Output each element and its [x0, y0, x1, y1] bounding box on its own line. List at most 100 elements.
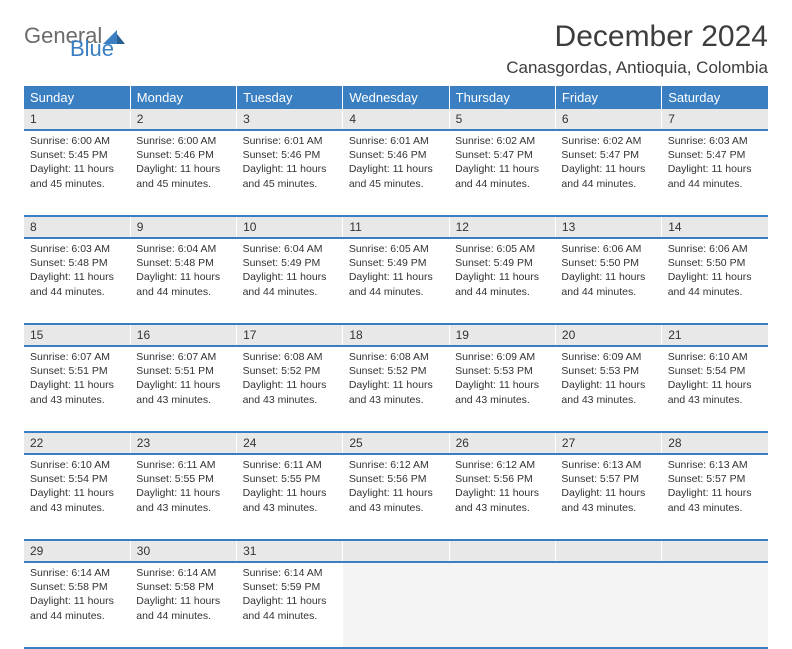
- weekday-header: Saturday: [662, 86, 768, 109]
- day-number-cell: 5: [449, 109, 555, 130]
- day-cell: Sunrise: 6:09 AMSunset: 5:53 PMDaylight:…: [449, 346, 555, 432]
- month-title: December 2024: [506, 20, 768, 54]
- day-cell: Sunrise: 6:11 AMSunset: 5:55 PMDaylight:…: [130, 454, 236, 540]
- day-number-cell: 25: [343, 432, 449, 454]
- day-cell: Sunrise: 6:05 AMSunset: 5:49 PMDaylight:…: [343, 238, 449, 324]
- day-detail: Sunrise: 6:01 AMSunset: 5:46 PMDaylight:…: [237, 131, 343, 197]
- day-number-cell: 27: [555, 432, 661, 454]
- day-detail: Sunrise: 6:07 AMSunset: 5:51 PMDaylight:…: [24, 347, 130, 413]
- day-cell: [662, 562, 768, 648]
- day-cell: Sunrise: 6:13 AMSunset: 5:57 PMDaylight:…: [662, 454, 768, 540]
- day-number-cell: 10: [237, 216, 343, 238]
- day-cell: Sunrise: 6:06 AMSunset: 5:50 PMDaylight:…: [555, 238, 661, 324]
- day-number-cell: 1: [24, 109, 130, 130]
- day-cell: Sunrise: 6:04 AMSunset: 5:48 PMDaylight:…: [130, 238, 236, 324]
- day-number-cell: 11: [343, 216, 449, 238]
- day-number-cell: 8: [24, 216, 130, 238]
- day-detail: Sunrise: 6:00 AMSunset: 5:45 PMDaylight:…: [24, 131, 130, 197]
- day-detail: Sunrise: 6:13 AMSunset: 5:57 PMDaylight:…: [662, 455, 768, 521]
- day-detail: Sunrise: 6:14 AMSunset: 5:58 PMDaylight:…: [130, 563, 236, 629]
- day-number-cell: 31: [237, 540, 343, 562]
- day-cell: Sunrise: 6:04 AMSunset: 5:49 PMDaylight:…: [237, 238, 343, 324]
- brand-logo: General Blue: [24, 26, 125, 60]
- day-cell: Sunrise: 6:03 AMSunset: 5:48 PMDaylight:…: [24, 238, 130, 324]
- calendar-table: Sunday Monday Tuesday Wednesday Thursday…: [24, 86, 768, 649]
- day-detail: Sunrise: 6:05 AMSunset: 5:49 PMDaylight:…: [343, 239, 449, 305]
- day-detail: Sunrise: 6:14 AMSunset: 5:59 PMDaylight:…: [237, 563, 343, 629]
- day-number-row: 891011121314: [24, 216, 768, 238]
- day-cell: [449, 562, 555, 648]
- day-number-cell: 28: [662, 432, 768, 454]
- day-detail: Sunrise: 6:14 AMSunset: 5:58 PMDaylight:…: [24, 563, 130, 629]
- day-cell: Sunrise: 6:02 AMSunset: 5:47 PMDaylight:…: [449, 130, 555, 216]
- day-number-cell: 3: [237, 109, 343, 130]
- day-body-row: Sunrise: 6:14 AMSunset: 5:58 PMDaylight:…: [24, 562, 768, 648]
- day-detail: Sunrise: 6:12 AMSunset: 5:56 PMDaylight:…: [343, 455, 449, 521]
- day-detail: Sunrise: 6:02 AMSunset: 5:47 PMDaylight:…: [449, 131, 555, 197]
- weekday-header: Thursday: [449, 86, 555, 109]
- day-number-cell: 4: [343, 109, 449, 130]
- day-number-cell: 14: [662, 216, 768, 238]
- day-cell: Sunrise: 6:14 AMSunset: 5:58 PMDaylight:…: [130, 562, 236, 648]
- day-number-row: 1234567: [24, 109, 768, 130]
- day-cell: Sunrise: 6:11 AMSunset: 5:55 PMDaylight:…: [237, 454, 343, 540]
- day-body-row: Sunrise: 6:00 AMSunset: 5:45 PMDaylight:…: [24, 130, 768, 216]
- day-number-cell: 16: [130, 324, 236, 346]
- day-detail: Sunrise: 6:03 AMSunset: 5:47 PMDaylight:…: [662, 131, 768, 197]
- day-cell: Sunrise: 6:07 AMSunset: 5:51 PMDaylight:…: [24, 346, 130, 432]
- day-detail: Sunrise: 6:10 AMSunset: 5:54 PMDaylight:…: [24, 455, 130, 521]
- brand-part2: Blue: [70, 39, 125, 60]
- day-number-cell: 21: [662, 324, 768, 346]
- day-number-cell: 20: [555, 324, 661, 346]
- day-detail: Sunrise: 6:11 AMSunset: 5:55 PMDaylight:…: [237, 455, 343, 521]
- weekday-header: Monday: [130, 86, 236, 109]
- day-number-cell: 12: [449, 216, 555, 238]
- day-detail: Sunrise: 6:01 AMSunset: 5:46 PMDaylight:…: [343, 131, 449, 197]
- day-number-cell: 6: [555, 109, 661, 130]
- day-cell: Sunrise: 6:14 AMSunset: 5:59 PMDaylight:…: [237, 562, 343, 648]
- day-cell: Sunrise: 6:02 AMSunset: 5:47 PMDaylight:…: [555, 130, 661, 216]
- day-cell: Sunrise: 6:10 AMSunset: 5:54 PMDaylight:…: [662, 346, 768, 432]
- title-block: December 2024 Canasgordas, Antioquia, Co…: [506, 20, 768, 78]
- day-cell: [555, 562, 661, 648]
- day-detail: Sunrise: 6:09 AMSunset: 5:53 PMDaylight:…: [555, 347, 661, 413]
- day-number-cell: 30: [130, 540, 236, 562]
- day-detail: Sunrise: 6:02 AMSunset: 5:47 PMDaylight:…: [555, 131, 661, 197]
- day-cell: Sunrise: 6:05 AMSunset: 5:49 PMDaylight:…: [449, 238, 555, 324]
- day-number-cell: [343, 540, 449, 562]
- day-number-cell: 17: [237, 324, 343, 346]
- day-detail: Sunrise: 6:06 AMSunset: 5:50 PMDaylight:…: [555, 239, 661, 305]
- day-body-row: Sunrise: 6:10 AMSunset: 5:54 PMDaylight:…: [24, 454, 768, 540]
- day-number-cell: 19: [449, 324, 555, 346]
- day-cell: Sunrise: 6:06 AMSunset: 5:50 PMDaylight:…: [662, 238, 768, 324]
- weekday-header: Tuesday: [237, 86, 343, 109]
- day-number-cell: 24: [237, 432, 343, 454]
- day-body-row: Sunrise: 6:07 AMSunset: 5:51 PMDaylight:…: [24, 346, 768, 432]
- weekday-header: Friday: [555, 86, 661, 109]
- day-number-cell: [555, 540, 661, 562]
- day-detail: Sunrise: 6:12 AMSunset: 5:56 PMDaylight:…: [449, 455, 555, 521]
- day-cell: Sunrise: 6:12 AMSunset: 5:56 PMDaylight:…: [343, 454, 449, 540]
- day-number-cell: 15: [24, 324, 130, 346]
- day-number-row: 293031: [24, 540, 768, 562]
- day-detail: Sunrise: 6:03 AMSunset: 5:48 PMDaylight:…: [24, 239, 130, 305]
- day-cell: Sunrise: 6:07 AMSunset: 5:51 PMDaylight:…: [130, 346, 236, 432]
- day-number-cell: 23: [130, 432, 236, 454]
- day-detail: Sunrise: 6:07 AMSunset: 5:51 PMDaylight:…: [130, 347, 236, 413]
- day-detail: Sunrise: 6:06 AMSunset: 5:50 PMDaylight:…: [662, 239, 768, 305]
- day-detail: Sunrise: 6:00 AMSunset: 5:46 PMDaylight:…: [130, 131, 236, 197]
- day-number-cell: 2: [130, 109, 236, 130]
- day-cell: Sunrise: 6:08 AMSunset: 5:52 PMDaylight:…: [237, 346, 343, 432]
- day-cell: Sunrise: 6:03 AMSunset: 5:47 PMDaylight:…: [662, 130, 768, 216]
- day-detail: Sunrise: 6:04 AMSunset: 5:49 PMDaylight:…: [237, 239, 343, 305]
- location-text: Canasgordas, Antioquia, Colombia: [506, 58, 768, 78]
- day-cell: Sunrise: 6:00 AMSunset: 5:46 PMDaylight:…: [130, 130, 236, 216]
- day-number-cell: [449, 540, 555, 562]
- day-cell: [343, 562, 449, 648]
- day-detail: Sunrise: 6:08 AMSunset: 5:52 PMDaylight:…: [343, 347, 449, 413]
- day-cell: Sunrise: 6:00 AMSunset: 5:45 PMDaylight:…: [24, 130, 130, 216]
- day-number-cell: 13: [555, 216, 661, 238]
- weekday-header-row: Sunday Monday Tuesday Wednesday Thursday…: [24, 86, 768, 109]
- day-detail: Sunrise: 6:08 AMSunset: 5:52 PMDaylight:…: [237, 347, 343, 413]
- day-number-cell: 9: [130, 216, 236, 238]
